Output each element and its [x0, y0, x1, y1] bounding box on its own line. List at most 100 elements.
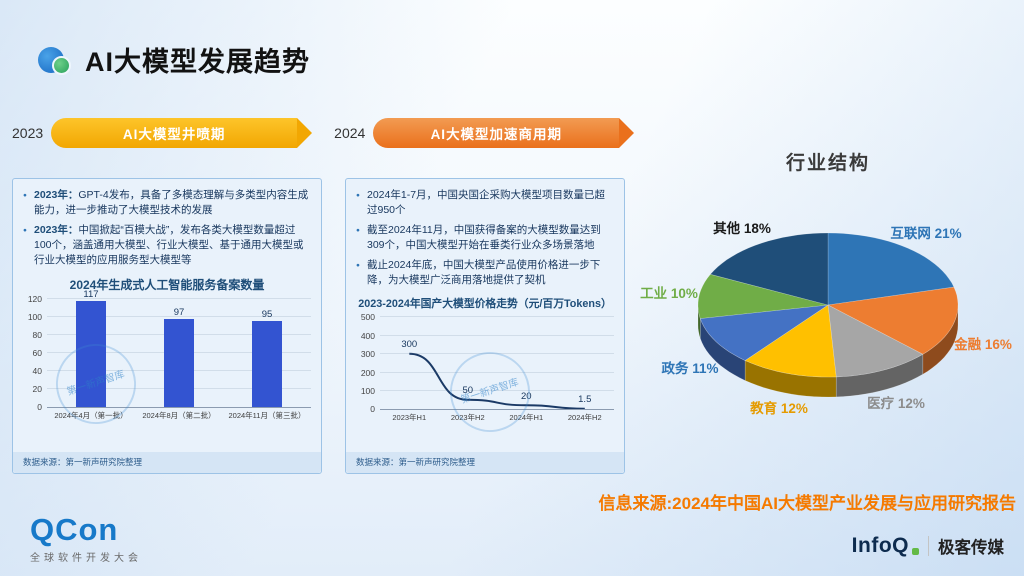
pie-slice-label: 政务 11%	[661, 360, 718, 376]
line-chart-plot: 300 50 20 1.5	[380, 316, 614, 411]
card-2024: ● 2024年1-7月，中国央国企采购大模型项目数量已超过950个 ● 截至2024年…	[345, 178, 625, 474]
pie-slice	[827, 286, 959, 355]
timeline-banner: AI大模型井喷期	[51, 118, 298, 148]
industry-structure-chart: 行业结构 互联网 21% 金融 16% 医疗 12% 教育 12% 政务 11% 工业 1…	[636, 148, 1020, 451]
timeline-arrow-tip	[619, 118, 635, 148]
y-tick-label: 100	[360, 386, 375, 397]
bullet-text: GPT-4发布，具备了多模态理解与多类型内容生成能力，进一步推动了大模型技术的发…	[34, 189, 309, 216]
y-tick-label: 20	[32, 383, 42, 394]
bullet-dot-icon: ●	[356, 261, 360, 269]
pie-slice-label: 金融 16%	[953, 336, 1012, 352]
bullet-dot-icon: ●	[356, 226, 360, 234]
timeline: 2023 AI大模型井喷期 2024 AI大模型加速商用期	[12, 118, 656, 148]
gridline	[380, 334, 614, 336]
bar-chart-title: 2024年生成式人工智能服务备案数量	[69, 277, 265, 292]
bullet-text: 中国掀起“百模大战”，发布各类大模型数量超过100个，涵盖通用大模型、行业大模型…	[34, 223, 304, 266]
geekmedia-wordmark: 极客传媒	[938, 539, 1004, 557]
pie-slice	[709, 232, 829, 306]
bullet-item: ● 截止2024年底，中国大模型产品使用价格进一步下降，为大模型广泛商用落地提供了…	[356, 258, 614, 288]
x-tick-label: 2024年11月（第三批）	[228, 410, 306, 420]
pie-slice-label: 互联网 21%	[890, 226, 961, 241]
bullet-item: ● 2024年1-7月，中国央国企采购大模型项目数量已超过950个	[356, 188, 614, 218]
timeline-year: 2024	[334, 125, 366, 141]
qcon-logo: QCon 全球软件开发大会	[30, 514, 142, 564]
y-tick-label: 100	[27, 311, 42, 322]
pie-slice	[744, 304, 837, 378]
bullet-text: 截止2024年底，中国大模型产品使用价格进一步下降，为大模型广泛商用落地提供了契…	[367, 258, 601, 286]
timeline-item: 2023 AI大模型井喷期	[12, 118, 313, 148]
price-trend-line	[409, 353, 585, 410]
point-value-label: 1.5	[578, 394, 592, 406]
bar	[76, 301, 106, 407]
bullet-prefix: 2023年：	[34, 223, 79, 236]
y-tick-label: 300	[360, 349, 375, 360]
gridline	[380, 371, 614, 373]
point-value-label: 20	[520, 390, 532, 402]
line-chart-y-axis: 0 100 200 300 400 500	[356, 312, 380, 414]
infoq-green-dot-icon	[912, 548, 919, 555]
bar-value-label: 95	[261, 309, 273, 321]
x-tick-label: 2024年4月（第一批）	[54, 410, 128, 420]
point-value-label: 300	[401, 339, 418, 351]
bar	[164, 319, 194, 407]
watermark-text: 第一新声智库	[459, 377, 521, 407]
bullet-list: ● 2023年：GPT-4发布，具备了多模态理解与多类型内容生成能力，进一步推动了…	[23, 188, 311, 273]
gridline	[380, 316, 614, 318]
timeline-year: 2023	[12, 125, 44, 141]
gridline	[380, 390, 614, 392]
pie-slice	[699, 304, 829, 361]
bar-value-label: 97	[173, 307, 185, 319]
line-chart-x-axis: 2023年H1 2023年H2 2024年H1 2024年H2	[380, 412, 614, 423]
x-tick-label: 2023年H2	[450, 413, 485, 423]
y-tick-label: 40	[32, 365, 42, 376]
timeline-item: 2024 AI大模型加速商用期	[334, 118, 635, 148]
page-title: AI大模型发展趋势	[85, 47, 310, 77]
timeline-arrow-tip	[297, 118, 313, 148]
pie-slice-label: 其他 18%	[713, 220, 771, 236]
bar-chart: 0 20 40 60 80 100 120 117 97 95	[23, 289, 311, 412]
point-value-label: 50	[462, 385, 474, 397]
bullet-text: 截至2024年11月，中国获得备案的大模型数量达到309个，中国大模型开始在垂类…	[367, 223, 601, 251]
bullet-item: ● 截至2024年11月，中国获得备案的大模型数量达到309个，中国大模型开始在垂…	[356, 223, 614, 253]
price-line	[409, 353, 585, 410]
y-tick-label: 0	[37, 401, 42, 412]
bar-column: 117	[76, 289, 106, 407]
watermark-text: 第一新声智库	[65, 369, 127, 399]
line-chart: 0 100 200 300 400 500 300 50 20 1.5	[356, 312, 614, 414]
x-tick-label: 2024年8月（第二批）	[142, 410, 216, 420]
pie-slice	[827, 232, 955, 306]
card-2023: ● 2023年：GPT-4发布，具备了多模态理解与多类型内容生成能力，进一步推动了…	[12, 178, 322, 474]
industry-structure-pie: 互联网 21% 金融 16% 医疗 12% 教育 12% 政务 11% 工业 10% 其他 …	[640, 220, 1012, 416]
timeline-banner-label: AI大模型井喷期	[122, 127, 226, 142]
pie-slice	[827, 304, 924, 378]
data-source-note: 数据来源：第一新声研究院整理	[346, 452, 624, 473]
x-tick-label: 2024年H2	[567, 413, 602, 423]
title-bullet-icon	[38, 45, 71, 75]
gridline	[47, 315, 311, 317]
bullet-prefix: 2023年：	[34, 189, 79, 201]
timeline-banner: AI大模型加速商用期	[373, 118, 620, 148]
gridline	[47, 297, 311, 299]
bar-chart-x-axis: 2024年4月（第一批） 2024年8月（第二批） 2024年11月（第三批）	[47, 410, 311, 421]
bar-value-label: 117	[83, 289, 99, 301]
bar	[252, 321, 282, 407]
pie-slice-label: 教育 12%	[750, 400, 808, 416]
pie-slice-side	[697, 304, 701, 339]
report-source-note: 信息来源:2024年中国AI大模型产业发展与应用研究报告	[598, 494, 1016, 513]
logo-divider	[928, 536, 929, 556]
bullet-dot-icon: ●	[23, 226, 27, 234]
y-tick-label: 120	[27, 293, 42, 304]
gridline	[380, 353, 614, 355]
x-tick-label: 2024年H1	[509, 413, 544, 423]
qcon-wordmark: QCon	[30, 512, 119, 547]
infoq-logo: InfoQ 极客传媒	[852, 534, 1004, 558]
bar-chart-plot: 117 97 95	[47, 289, 311, 408]
bar-column: 97	[164, 307, 194, 407]
bullet-dot-icon: ●	[23, 192, 27, 199]
y-tick-label: 60	[32, 347, 42, 358]
bar-chart-y-axis: 0 20 40 60 80 100 120	[23, 294, 47, 412]
y-tick-label: 400	[360, 330, 375, 341]
bullet-text: 2024年1-7月，中国央国企采购大模型项目数量已超过950个	[367, 189, 606, 216]
timeline-banner-label: AI大模型加速商用期	[430, 127, 563, 142]
